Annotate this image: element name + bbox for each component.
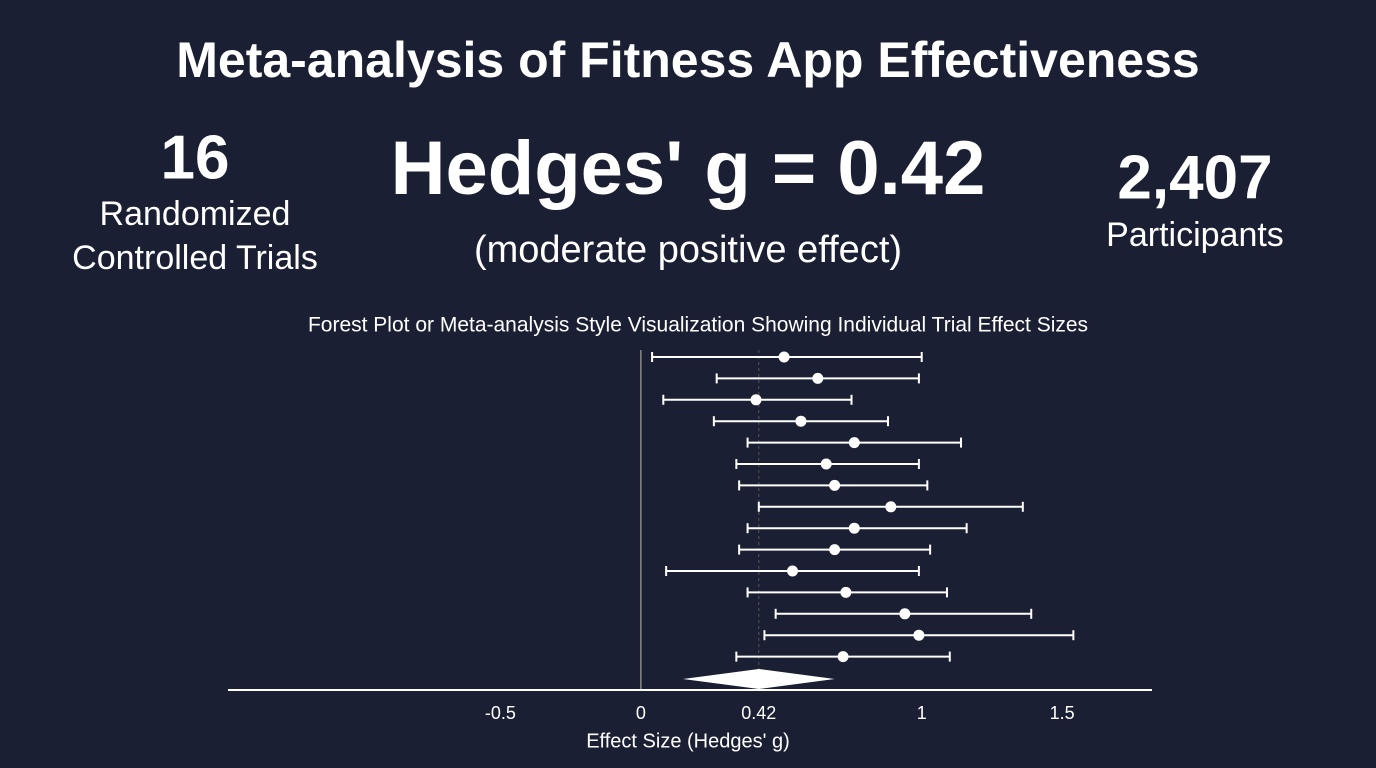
effect-point: [837, 651, 849, 663]
effect-point: [913, 629, 925, 641]
stat-label: Participants: [1106, 216, 1284, 254]
effect-point: [829, 479, 841, 491]
effect-point: [820, 458, 832, 470]
x-tick-label: 1: [917, 703, 927, 723]
effect-point: [885, 501, 897, 513]
effect-point: [899, 608, 911, 620]
x-tick-label: -0.5: [485, 703, 516, 723]
chart-title: Meta-analysis of Fitness App Effectivene…: [176, 32, 1199, 88]
x-tick-label: 1.5: [1050, 703, 1075, 723]
stat-label: Randomized: [100, 195, 291, 233]
effect-point: [848, 522, 860, 534]
stat-value: 16: [161, 123, 230, 192]
effect-point: [829, 544, 841, 556]
stat-label: Controlled Trials: [72, 239, 318, 277]
stat-value: 2,407: [1117, 143, 1272, 212]
effect-point: [795, 415, 807, 427]
plot-title: Forest Plot or Meta-analysis Style Visua…: [308, 314, 1088, 337]
effect-point: [778, 351, 790, 363]
subtitle: (moderate positive effect): [474, 229, 902, 271]
x-axis-label: Effect Size (Hedges' g): [586, 730, 790, 752]
x-tick-label: 0.42: [741, 703, 776, 723]
effect-point: [812, 372, 824, 384]
effect-point: [787, 565, 799, 577]
effect-point: [750, 394, 762, 406]
effect-point: [840, 586, 852, 598]
x-tick-label: 0: [636, 703, 646, 723]
effect-point: [848, 437, 860, 449]
headline: Hedges' g = 0.42: [391, 126, 986, 211]
pooled-diamond: [682, 669, 835, 689]
